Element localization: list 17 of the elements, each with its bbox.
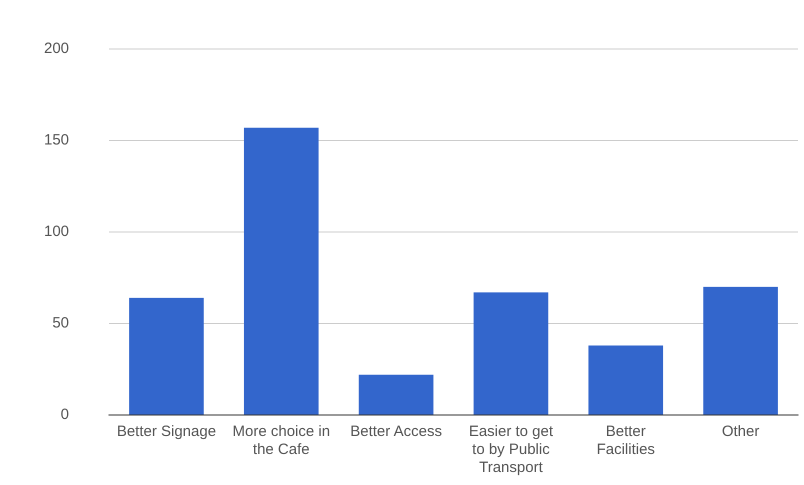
bar [129, 298, 204, 414]
x-tick-label: Better Facilities [596, 423, 655, 458]
bar [474, 292, 548, 414]
y-tick-label: 100 [44, 223, 70, 240]
bar [703, 286, 778, 414]
x-tick-label: Better Access [350, 423, 442, 440]
bar [588, 345, 664, 414]
x-tick-label: Better Signage [116, 423, 216, 440]
y-tick-label: 50 [52, 314, 70, 332]
x-tick-label: Easier to get to by Public Transport [468, 423, 554, 476]
bar [358, 374, 434, 414]
bar [244, 128, 319, 414]
y-tick-label: 150 [44, 132, 70, 149]
y-tick-label: 0 [60, 406, 70, 424]
y-tick-label: 200 [44, 40, 70, 58]
x-tick-label: Other [722, 423, 760, 440]
x-tick-label: More choice in the Cafe [232, 423, 330, 458]
